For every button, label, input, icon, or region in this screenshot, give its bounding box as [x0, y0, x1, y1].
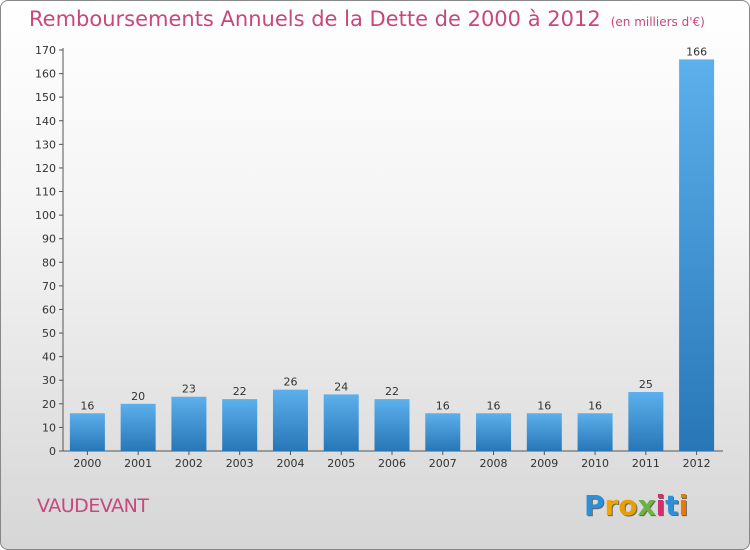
x-tick-label: 2005 [327, 457, 355, 470]
bars [69, 59, 715, 451]
bar [222, 399, 258, 451]
data-label: 16 [80, 399, 94, 412]
y-tick-label: 130 [35, 138, 56, 151]
x-tick-label: 2001 [124, 457, 152, 470]
y-tick-label: 20 [42, 398, 56, 411]
data-label: 20 [131, 390, 145, 403]
data-label: 26 [283, 376, 297, 389]
bar [628, 392, 664, 451]
x-tick-label: 2011 [632, 457, 660, 470]
x-tick-label: 2012 [683, 457, 711, 470]
data-label: 24 [334, 380, 348, 393]
y-tick-label: 80 [42, 256, 56, 269]
data-label: 16 [588, 399, 602, 412]
y-tick-label: 10 [42, 421, 56, 434]
axes: 0 10 20 30 40 50 60 70 80 90 100 110 120 130 140 150 160… [35, 44, 723, 458]
x-tick-label: 2008 [480, 457, 508, 470]
bar [120, 403, 156, 451]
bar [374, 399, 410, 451]
labels: 16 2000 20 2001 23 2002 22 2003 26 2004 24 2005 22 20… [73, 45, 710, 470]
x-tick-label: 2004 [276, 457, 304, 470]
x-tick-label: 2003 [226, 457, 254, 470]
bar [323, 394, 359, 451]
bar [526, 413, 562, 451]
bar [272, 389, 308, 451]
x-tick-label: 2000 [73, 457, 101, 470]
bar [476, 413, 512, 451]
proxiti-logo[interactable]: Proxiti [584, 489, 689, 522]
x-tick-label: 2002 [175, 457, 203, 470]
commune-name: VAUDEVANT [37, 495, 149, 517]
x-tick-label: 2006 [378, 457, 406, 470]
chart-title: Remboursements Annuels de la Dette de 20… [29, 7, 705, 31]
x-tick-label: 2007 [429, 457, 457, 470]
chart-unit: (en milliers d'€) [610, 15, 705, 29]
y-tick-label: 150 [35, 91, 56, 104]
data-label: 16 [436, 399, 450, 412]
y-tick-label: 140 [35, 115, 56, 128]
y-tick-label: 0 [49, 445, 56, 458]
bar [171, 396, 207, 451]
x-tick-label: 2009 [530, 457, 558, 470]
data-label: 166 [686, 45, 707, 58]
y-tick-label: 50 [42, 327, 56, 340]
data-label: 22 [233, 385, 247, 398]
x-tick-label: 2010 [581, 457, 609, 470]
bar [69, 413, 105, 451]
y-tick-label: 60 [42, 303, 56, 316]
bar [425, 413, 461, 451]
chart-title-text: Remboursements Annuels de la Dette de 20… [29, 7, 601, 31]
data-label: 16 [537, 399, 551, 412]
y-tick-label: 30 [42, 374, 56, 387]
y-tick-label: 120 [35, 162, 56, 175]
data-label: 23 [182, 383, 196, 396]
y-tick-label: 70 [42, 280, 56, 293]
y-tick-label: 170 [35, 44, 56, 57]
bar [577, 413, 613, 451]
y-tick-label: 40 [42, 351, 56, 364]
y-tick-label: 160 [35, 68, 56, 81]
data-label: 16 [487, 399, 501, 412]
bar [679, 59, 715, 451]
data-label: 22 [385, 385, 399, 398]
y-tick-label: 110 [35, 186, 56, 199]
y-tick-label: 90 [42, 233, 56, 246]
data-label: 25 [639, 378, 653, 391]
y-tick-label: 100 [35, 209, 56, 222]
